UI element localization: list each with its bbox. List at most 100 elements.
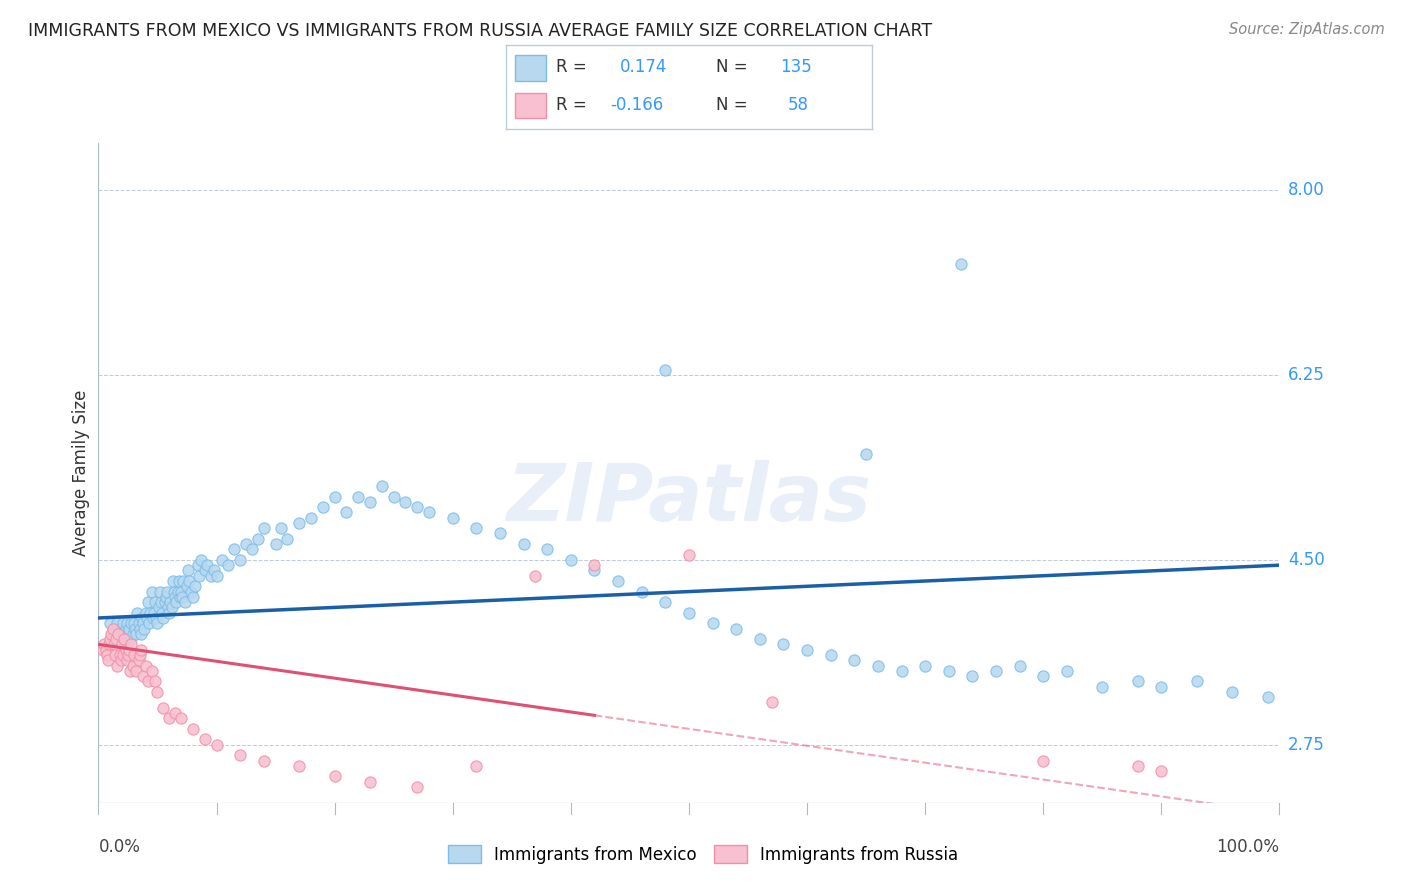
Point [148, 600, 170, 615]
Point [141, 584, 163, 599]
Point [772, 637, 794, 651]
Point [135, 658, 157, 673]
Point [202, 564, 225, 578]
Point [112, 632, 135, 646]
Legend: Immigrants from Mexico, Immigrants from Russia: Immigrants from Mexico, Immigrants from … [441, 838, 965, 871]
Point [654, 595, 676, 609]
Point [98, 616, 121, 631]
Point [678, 606, 700, 620]
Point [118, 622, 141, 636]
Point [150, 606, 173, 620]
Point [465, 521, 488, 535]
Point [702, 616, 724, 631]
Point [121, 637, 143, 651]
Point [890, 664, 912, 678]
Point [157, 600, 180, 615]
Point [229, 748, 252, 763]
Point [382, 490, 405, 504]
Point [146, 685, 169, 699]
Text: R =: R = [555, 59, 586, 77]
Point [145, 611, 167, 625]
Point [129, 642, 152, 657]
Text: -0.166: -0.166 [610, 96, 664, 114]
Point [371, 479, 394, 493]
Point [108, 627, 131, 641]
Point [121, 616, 143, 631]
Point [536, 542, 558, 557]
Point [1126, 759, 1149, 773]
Point [111, 637, 134, 651]
Point [131, 611, 153, 625]
Point [129, 627, 152, 641]
Text: 100.0%: 100.0% [1216, 838, 1279, 856]
Point [205, 738, 228, 752]
Text: 135: 135 [780, 59, 813, 77]
Point [100, 627, 122, 641]
Point [335, 505, 357, 519]
Point [155, 590, 177, 604]
Point [122, 648, 145, 662]
Point [176, 579, 198, 593]
Text: N =: N = [716, 59, 748, 77]
Point [142, 611, 165, 625]
Point [104, 648, 127, 662]
Point [240, 542, 263, 557]
Text: 8.00: 8.00 [1288, 181, 1324, 199]
Point [136, 674, 159, 689]
Point [195, 558, 218, 573]
Point [121, 658, 143, 673]
Point [128, 653, 150, 667]
Point [359, 774, 381, 789]
Point [105, 616, 128, 631]
Point [211, 553, 233, 567]
Point [97, 653, 120, 667]
Point [820, 648, 842, 662]
Point [299, 510, 322, 524]
Point [117, 627, 139, 641]
Point [465, 759, 488, 773]
Point [125, 664, 148, 678]
Point [136, 595, 159, 609]
Point [181, 722, 204, 736]
Point [135, 611, 157, 625]
Point [120, 664, 142, 678]
Point [165, 706, 187, 720]
Point [167, 574, 190, 588]
Point [441, 510, 464, 524]
Point [1008, 658, 1031, 673]
Point [253, 521, 276, 535]
Point [115, 653, 138, 667]
Point [152, 700, 174, 714]
Point [1032, 669, 1054, 683]
Point [120, 632, 142, 646]
Point [118, 642, 141, 657]
Point [190, 553, 212, 567]
Point [172, 590, 194, 604]
Point [270, 521, 292, 535]
Point [135, 606, 157, 620]
Point [1220, 685, 1243, 699]
Point [187, 568, 209, 582]
Point [630, 584, 652, 599]
Point [166, 584, 188, 599]
Point [105, 632, 128, 646]
Point [149, 584, 172, 599]
Point [96, 648, 118, 662]
Point [110, 622, 132, 636]
Point [1056, 664, 1078, 678]
Point [394, 495, 416, 509]
Point [138, 616, 160, 631]
Point [142, 606, 165, 620]
Point [583, 564, 606, 578]
Point [583, 558, 606, 573]
Point [163, 584, 186, 599]
Point [112, 648, 135, 662]
Point [949, 257, 972, 271]
Point [146, 616, 169, 631]
Point [170, 711, 193, 725]
Point [91, 642, 114, 657]
Point [224, 542, 246, 557]
Point [127, 606, 149, 620]
Point [1150, 764, 1173, 778]
Point [110, 653, 132, 667]
